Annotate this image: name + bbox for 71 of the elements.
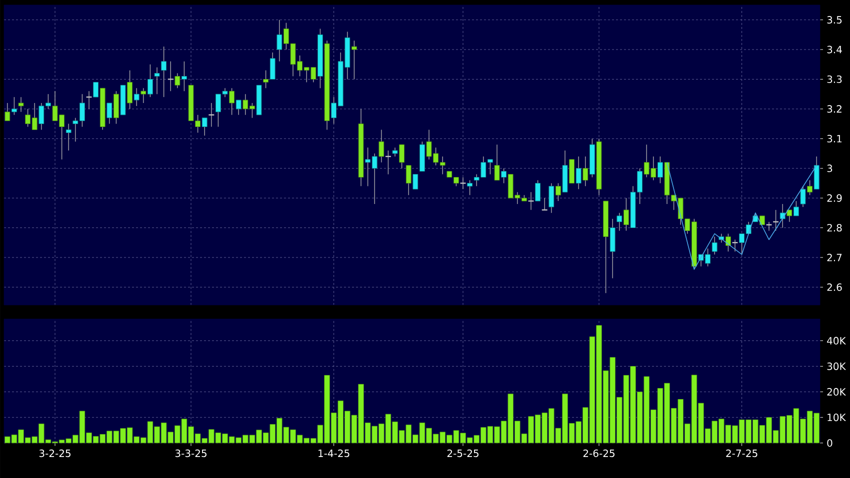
candlestick: [772, 210, 780, 232]
candlestick: [202, 118, 208, 136]
x-tick-label: 3-3-25: [175, 450, 206, 458]
candlestick: [236, 100, 242, 116]
candlestick: [616, 212, 622, 232]
candlestick: [794, 200, 799, 216]
y-tick-label: 2.6: [827, 283, 842, 291]
candlestick: [12, 96, 17, 116]
candlestick: [726, 233, 731, 252]
candlestick: [766, 221, 772, 232]
candlestick: [624, 198, 629, 232]
candlestick: [263, 70, 269, 89]
candlestick: [4, 102, 10, 122]
candlestick: [276, 19, 282, 62]
y-tick-label: 30K: [827, 362, 846, 370]
candlestick: [406, 165, 412, 196]
candlestick: [352, 40, 357, 80]
candlestick: [658, 156, 663, 184]
candlestick: [582, 156, 588, 187]
candlestick: [93, 82, 99, 98]
y-tick-label: 2.7: [827, 254, 842, 262]
candlestick: [106, 102, 112, 124]
candlestick: [167, 61, 174, 92]
candlestick: [460, 176, 466, 190]
candlestick: [182, 61, 187, 92]
candlestick: [535, 180, 540, 202]
candlestick: [148, 64, 153, 98]
y-tick-label: 3.1: [827, 134, 842, 142]
candlestick: [229, 88, 235, 116]
candlestick: [399, 144, 405, 169]
candlestick: [140, 88, 146, 104]
candlestick: [712, 236, 718, 255]
x-tick-label: 2-7-25: [726, 450, 758, 458]
x-tick-label: 2-6-25: [583, 450, 614, 458]
candlestick: [610, 218, 616, 279]
candlestick: [66, 123, 72, 151]
y-tick-label: 2.9: [827, 194, 842, 202]
candlestick: [154, 67, 160, 94]
y-tick-label: 0: [827, 439, 832, 447]
y-tick-label: 40K: [827, 336, 846, 344]
candlestick: [134, 88, 140, 106]
x-tick-label: 2-5-25: [447, 450, 478, 458]
candlestick: [494, 144, 500, 181]
candlestick: [114, 90, 119, 124]
candlestick: [556, 182, 561, 202]
candlestick: [378, 129, 384, 163]
y-tick-label: 3.2: [827, 105, 842, 113]
candlestick: [270, 52, 276, 80]
candlestick: [786, 210, 792, 222]
candlestick: [800, 186, 806, 208]
candlestick: [501, 168, 507, 184]
candlestick: [174, 72, 180, 89]
candlestick: [467, 180, 473, 196]
candlestick: [127, 70, 133, 110]
y-tick-label: 2.8: [827, 224, 842, 232]
candlestick: [569, 159, 575, 184]
candlestick: [807, 180, 812, 196]
y-tick-label: 20K: [827, 388, 846, 396]
candlestick: [576, 156, 582, 190]
x-tick-label: 3-2-25: [39, 450, 70, 458]
candlestick: [18, 96, 24, 112]
y-tick-label: 3.4: [827, 46, 842, 54]
candlestick: [161, 46, 167, 98]
y-tick-label: 3.5: [827, 16, 842, 24]
candlestick: [548, 182, 554, 214]
y-tick-label: 10K: [828, 414, 846, 422]
x-tick-label: 1-4-25: [318, 450, 350, 458]
y-tick-label: 3.3: [827, 75, 842, 84]
candlestick: [814, 156, 820, 190]
y-tick-label: 3: [827, 164, 832, 172]
candlestick: [412, 174, 418, 190]
